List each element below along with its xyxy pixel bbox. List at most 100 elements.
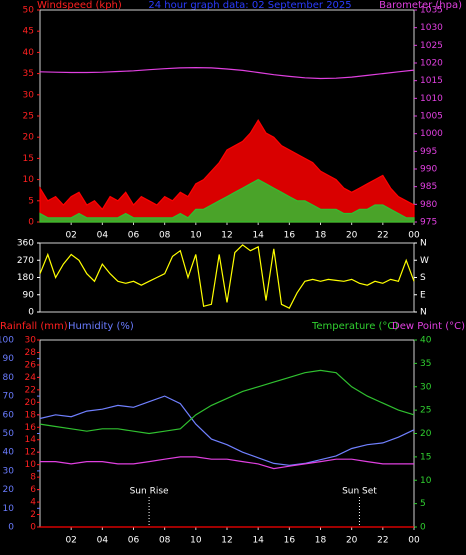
y3-tick-label: 30 [25, 336, 37, 346]
y-tick-label: 270 [17, 256, 34, 266]
y2-tick-label: 1005 [420, 112, 443, 122]
y-tick-label: 25 [23, 112, 34, 122]
x-tick-label: 12 [221, 231, 232, 241]
y-tick-label: 30 [3, 466, 15, 476]
y2-tick-label: 40 [420, 336, 432, 346]
x-tick-label: 16 [284, 536, 296, 546]
y2-tick-label: E [420, 290, 426, 300]
y2-tick-label: 1025 [420, 41, 443, 51]
series-line [39, 178, 415, 223]
series-line [40, 456, 414, 470]
x-tick-label: 08 [159, 231, 171, 241]
y2-tick-label: 1000 [420, 129, 443, 139]
y-tick-label: 15 [23, 154, 34, 164]
y2-tick-label: 980 [420, 200, 437, 210]
x-tick-label: 04 [97, 231, 109, 241]
x-tick-label: 14 [252, 231, 264, 241]
axis-label: Barometer (hpa) [379, 0, 462, 11]
y-tick-label: 0 [8, 523, 14, 533]
y2-tick-label: 25 [420, 406, 431, 416]
y3-tick-label: 20 [25, 398, 37, 408]
y3-tick-label: 0 [30, 523, 36, 533]
y3-tick-label: 28 [25, 348, 37, 358]
x-tick-label: 20 [346, 536, 358, 546]
y-tick-label: 80 [3, 373, 15, 383]
y2-tick-label: 1010 [420, 94, 443, 104]
y-tick-label: 40 [23, 48, 35, 58]
y2-tick-label: 975 [420, 218, 437, 228]
y-tick-label: 40 [3, 448, 15, 458]
y-tick-label: 20 [3, 485, 15, 495]
series-line [39, 244, 415, 310]
y-tick-label: 10 [23, 175, 35, 185]
y2-tick-label: 0 [420, 523, 426, 533]
y2-tick-label: 15 [420, 452, 431, 462]
y3-tick-label: 4 [30, 498, 36, 508]
y-tick-label: 30 [23, 90, 35, 100]
y3-tick-label: 10 [25, 460, 37, 470]
x-tick-label: 06 [128, 231, 140, 241]
x-tick-label: 00 [408, 536, 420, 546]
x-tick-label: 22 [377, 536, 388, 546]
x-tick-label: 18 [315, 536, 327, 546]
y3-tick-label: 8 [30, 473, 36, 483]
y2-tick-label: 985 [420, 182, 437, 192]
y-tick-label: 50 [23, 6, 35, 16]
x-tick-label: 22 [377, 231, 388, 241]
y2-tick-label: 1035 [420, 6, 443, 16]
axis-label: Windspeed (kph) [37, 0, 122, 11]
x-tick-label: 04 [97, 536, 109, 546]
axis-label: Rainfall (mm) [0, 321, 68, 332]
series-line [39, 395, 415, 466]
y-tick-label: 35 [23, 69, 34, 79]
plot-frame [39, 339, 415, 528]
y2-tick-label: N [420, 308, 427, 318]
y-tick-label: 0 [28, 218, 34, 228]
annotation: Sun Rise [130, 487, 169, 497]
y3-tick-label: 2 [30, 510, 36, 520]
y-tick-label: 10 [3, 504, 15, 514]
x-tick-label: 02 [65, 536, 76, 546]
x-tick-label: 02 [65, 231, 76, 241]
y-tick-label: 70 [3, 392, 15, 402]
x-tick-label: 00 [408, 231, 420, 241]
chart-title: 24 hour graph data: 02 September 2025 [148, 0, 351, 11]
y3-tick-label: 14 [25, 435, 37, 445]
annotation: Sun Set [342, 487, 377, 497]
x-tick-label: 14 [252, 536, 264, 546]
y3-tick-label: 16 [25, 423, 37, 433]
y2-tick-label: 1015 [420, 76, 443, 86]
y-tick-label: 5 [28, 196, 34, 206]
y3-tick-label: 22 [25, 385, 36, 395]
y3-tick-label: 18 [25, 410, 37, 420]
x-tick-label: 06 [128, 536, 140, 546]
y2-tick-label: 20 [420, 429, 432, 439]
y2-tick-label: 1030 [420, 23, 443, 33]
y-tick-label: 100 [0, 336, 14, 346]
y2-tick-label: N [420, 239, 427, 249]
axis-label: Temperature (°C) [311, 321, 398, 332]
y-tick-label: 180 [17, 273, 34, 283]
y-tick-label: 90 [23, 290, 35, 300]
y2-tick-label: 35 [420, 359, 431, 369]
y2-tick-label: 10 [420, 476, 432, 486]
y2-tick-label: 990 [420, 165, 437, 175]
x-tick-label: 10 [190, 536, 202, 546]
y3-tick-label: 24 [25, 373, 37, 383]
x-tick-label: 16 [284, 231, 296, 241]
series-line [39, 66, 415, 80]
y2-tick-label: 30 [420, 382, 432, 392]
x-tick-label: 20 [346, 231, 358, 241]
y2-tick-label: S [420, 273, 426, 283]
y-tick-label: 360 [17, 239, 34, 249]
series-line [39, 369, 415, 435]
x-tick-label: 18 [315, 231, 327, 241]
y3-tick-label: 12 [25, 448, 36, 458]
x-tick-label: 10 [190, 231, 202, 241]
axis-label: Dew Point (°C) [392, 321, 465, 332]
axis-label: Humidity (%) [68, 321, 134, 332]
y-tick-label: 50 [3, 429, 15, 439]
y-tick-label: 20 [23, 133, 35, 143]
x-tick-label: 12 [221, 536, 232, 546]
